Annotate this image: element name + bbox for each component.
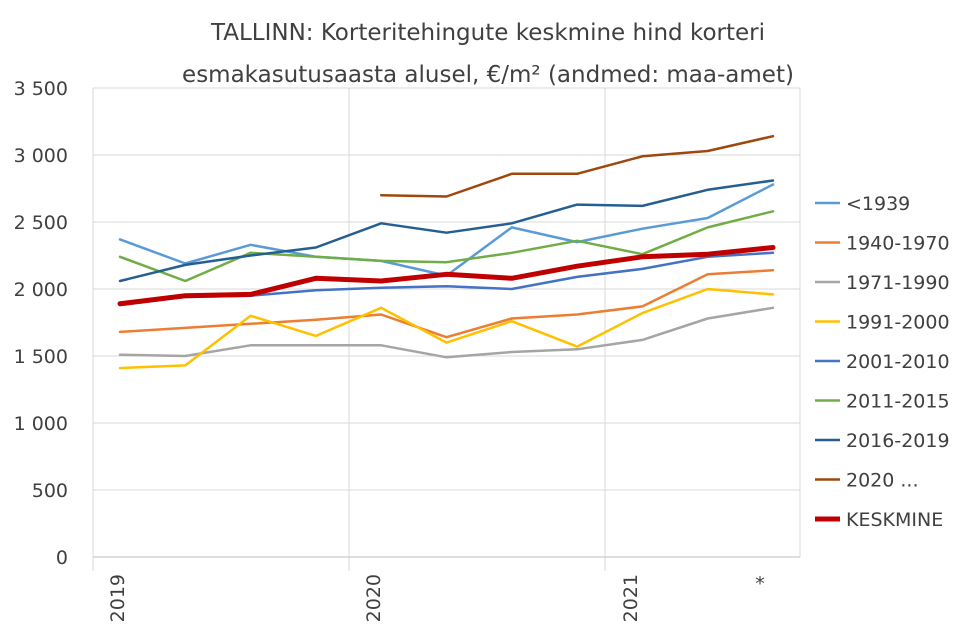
y-tick-label: 1 000: [14, 413, 68, 435]
y-tick-label: 3 000: [14, 145, 68, 167]
axes: 0 500 1 000 1 500 2 000 2 500 3 000 3 500 2019 20…: [14, 78, 800, 622]
series-line-8: [117, 245, 776, 307]
gridlines: [92, 87, 801, 571]
series-line-7: [379, 134, 775, 198]
series-line-6: [118, 179, 775, 283]
chart-title-line-1: TALLINN: Korteritehingute keskmine hind …: [210, 20, 765, 46]
y-tick-label: 1 500: [14, 346, 68, 368]
legend-label: 2016-2019: [846, 430, 950, 452]
series-line-3: [118, 287, 775, 370]
y-tick-label: 2 000: [14, 279, 68, 301]
legend-label: 2020 ...: [846, 470, 919, 492]
y-tick-label: 0: [56, 547, 68, 569]
series-line-5: [118, 210, 775, 283]
legend-label: KESKMINE: [846, 509, 943, 531]
legend-label: 1971-1990: [846, 272, 950, 294]
x-tick-label: 2020: [363, 574, 385, 622]
legend-label: <1939: [846, 193, 910, 215]
y-tick-label: 2 500: [14, 212, 68, 234]
chart-title-line-2: esmakasutusaasta alusel, €/m² (andmed: m…: [182, 62, 794, 88]
x-tick-label: *: [755, 573, 765, 595]
y-tick-label: 3 500: [14, 78, 68, 100]
legend: <1939 1940-1970 1971-1990 1991-2000 2001-201…: [815, 193, 950, 531]
legend-label: 2001-2010: [846, 351, 950, 373]
y-tick-label: 500: [32, 480, 68, 502]
legend-label: 2011-2015: [846, 391, 950, 413]
series-line-2: [118, 306, 775, 359]
x-tick-label: 2019: [107, 574, 129, 622]
series-lines: [117, 134, 776, 370]
series-line-1: [118, 268, 775, 339]
x-tick-label: 2021: [620, 574, 642, 622]
legend-label: 1991-2000: [846, 312, 950, 334]
legend-label: 1940-1970: [846, 233, 950, 255]
